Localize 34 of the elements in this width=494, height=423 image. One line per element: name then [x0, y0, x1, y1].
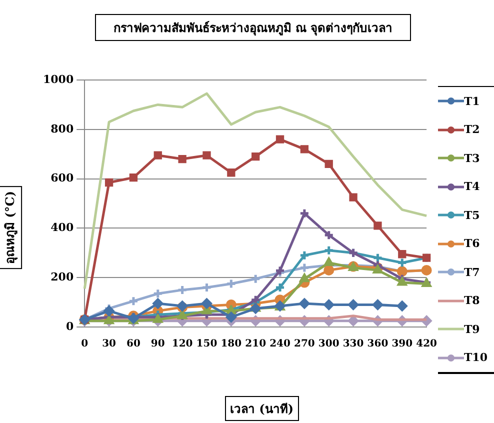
y-axis-title: อุณหภูมิ (°C)	[0, 186, 22, 270]
x-tick-label: 360	[367, 338, 388, 350]
x-tick-label: 210	[245, 338, 266, 350]
x-tick-label: 270	[294, 338, 315, 350]
x-tick-label: 300	[318, 338, 340, 350]
x-tick-label: 420	[416, 338, 438, 350]
legend-label: T1	[464, 94, 480, 108]
x-tick-label: 390	[392, 338, 413, 350]
legend-label: T3	[464, 152, 480, 165]
legend-label: T9	[464, 322, 480, 336]
legend-label: T8	[464, 294, 480, 308]
y-tick-label: 0	[66, 320, 74, 333]
y-tick-label: 200	[50, 270, 74, 284]
x-tick-label: 180	[220, 338, 242, 350]
y-tick-label: 1000	[42, 72, 74, 86]
legend-label: T4	[464, 180, 480, 194]
legend-label: T5	[464, 208, 480, 222]
legend-label: T10	[464, 351, 488, 364]
x-tick-label: 150	[196, 338, 218, 350]
legend-label: T7	[464, 266, 480, 279]
legend-label: T2	[464, 123, 480, 136]
y-tick-label: 800	[50, 122, 74, 136]
x-tick-label: 330	[342, 338, 364, 350]
x-tick-label: 90	[150, 338, 165, 350]
y-tick-label: 400	[50, 221, 74, 234]
x-tick-label: 120	[172, 338, 193, 350]
x-tick-label: 30	[102, 338, 116, 350]
y-tick-label: 600	[50, 172, 74, 185]
x-tick-label: 60	[126, 338, 140, 350]
x-tick-label: 0	[81, 338, 88, 350]
x-tick-label: 240	[270, 338, 290, 350]
legend-label: T6	[464, 237, 480, 250]
chart-title: กราฟความสัมพันธ์ระหว่างอุณหภูมิ ณ จุดต่างๆกับเวลา	[95, 14, 411, 41]
x-axis-title: เวลา (นาที)	[225, 396, 299, 421]
